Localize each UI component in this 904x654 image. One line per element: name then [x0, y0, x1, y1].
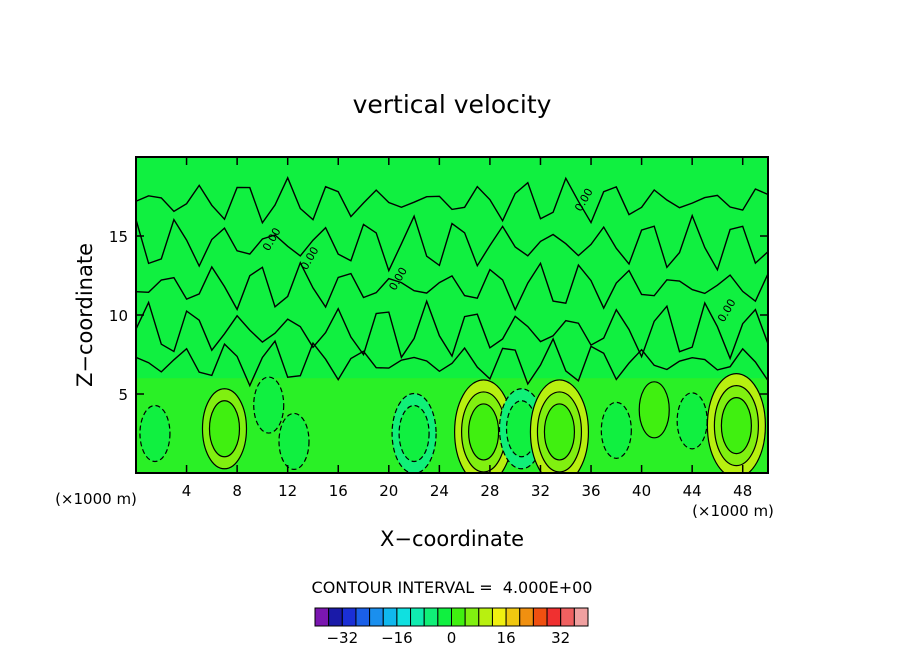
- contour-plot: 0.000.000.000.000.00 4 8 12 16 20 24 28 32 36 40 4…: [109, 156, 769, 500]
- x-tick-label: 32: [531, 482, 550, 500]
- updraft-contour: [638, 381, 670, 439]
- colorbar-swatch: [355, 607, 371, 627]
- colorbar-tick-label: 16: [497, 629, 516, 647]
- colorbar-swatch: [437, 607, 453, 627]
- y-axis-ticks: 5 10 15: [109, 228, 768, 404]
- chart-title: vertical velocity: [353, 90, 552, 119]
- colorbar-tick-labels: −32 −16 0 16 32: [326, 629, 570, 647]
- x-tick-label: 28: [480, 482, 499, 500]
- downdraft-contour: [253, 376, 285, 434]
- downdraft-contour: [139, 404, 171, 463]
- colorbar-swatch: [314, 607, 330, 627]
- y-tick-label: 15: [109, 228, 128, 246]
- x-tick-label: 4: [182, 482, 192, 500]
- colorbar-tick-label: 0: [447, 629, 457, 647]
- colorbar-swatch: [451, 607, 466, 627]
- colorbar-swatch: [519, 607, 534, 627]
- x-tick-label: 24: [430, 482, 449, 500]
- x-axis-ticks: 4 8 12 16 20 24 28 32 36 40 44 48: [182, 157, 752, 500]
- contour-fields: 0.000.000.000.000.00: [136, 176, 768, 473]
- colorbar-swatch: [369, 607, 384, 627]
- updraft-contour: [208, 400, 241, 458]
- colorbar-swatch: [560, 607, 575, 627]
- colorbar-swatch: [396, 607, 412, 627]
- colorbar-swatch: [573, 607, 589, 627]
- x-tick-label: 40: [632, 482, 651, 500]
- x-axis-unit-left: (×1000 m): [55, 490, 137, 508]
- colorbar-swatch: [478, 607, 493, 627]
- contour-line: [136, 299, 768, 361]
- contour-line: [136, 213, 768, 273]
- updraft-contour: [720, 397, 753, 455]
- colorbar: [314, 607, 589, 627]
- y-tick-label: 5: [118, 386, 128, 404]
- colorbar-tick-label: −32: [326, 629, 358, 647]
- x-axis-unit-right: (×1000 m): [692, 502, 774, 520]
- updraft-contour: [543, 403, 576, 461]
- x-tick-label: 16: [329, 482, 348, 500]
- y-axis-label: Z−coordinate: [73, 243, 97, 387]
- colorbar-swatch: [505, 607, 521, 627]
- colorbar-tick-label: −16: [381, 629, 413, 647]
- colorbar-tick-label: 32: [551, 629, 570, 647]
- x-tick-label: 20: [379, 482, 398, 500]
- colorbar-swatch: [532, 607, 548, 627]
- y-tick-label: 10: [109, 307, 128, 325]
- x-tick-label: 8: [232, 482, 242, 500]
- colorbar-swatch: [464, 607, 480, 627]
- x-axis-label: X−coordinate: [380, 527, 524, 551]
- colorbar-swatch: [491, 607, 507, 627]
- colorbar-swatch: [382, 607, 398, 627]
- contour-line: [136, 261, 768, 312]
- contour-interval-label: CONTOUR INTERVAL = 4.000E+00: [312, 578, 593, 597]
- x-tick-label: 44: [683, 482, 702, 500]
- contour-line: [136, 337, 768, 388]
- colorbar-swatch: [546, 607, 562, 627]
- x-tick-label: 48: [733, 482, 752, 500]
- colorbar-swatch: [328, 607, 343, 627]
- colorbar-swatch: [341, 607, 357, 627]
- downdraft-contour: [600, 401, 632, 459]
- x-tick-label: 12: [278, 482, 297, 500]
- updraft-contour: [468, 403, 500, 461]
- downdraft-contour: [398, 404, 430, 463]
- downdraft-contour: [676, 392, 708, 450]
- colorbar-swatch: [410, 607, 425, 627]
- x-tick-label: 36: [581, 482, 600, 500]
- downdraft-contour: [278, 412, 310, 470]
- colorbar-swatch: [423, 607, 439, 627]
- contour-line: [136, 176, 768, 225]
